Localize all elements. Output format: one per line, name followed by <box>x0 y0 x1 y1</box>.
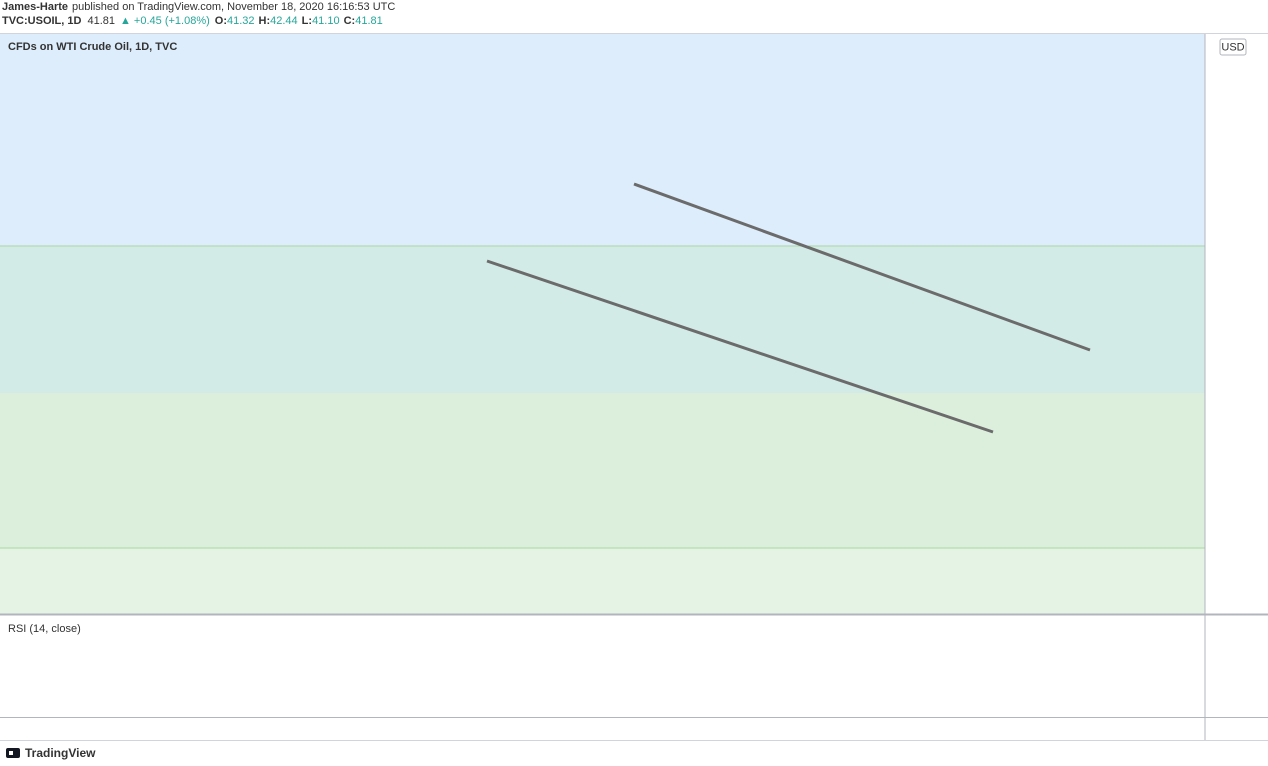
price-axis <box>1205 33 1268 740</box>
trend-line <box>486 259 994 434</box>
symbol: TVC:USOIL, 1D <box>2 15 82 27</box>
currency: USD <box>1221 41 1244 53</box>
author: James-Harte <box>2 1 68 13</box>
zone-green <box>0 393 1205 548</box>
logo <box>6 748 20 758</box>
zone-blue <box>0 33 1205 246</box>
header-line-2: TVC:USOIL, 1D 41.81 ▲ +0.45 (+1.08%) O:41.3… <box>2 15 383 27</box>
ohlc-label: L: <box>302 15 312 27</box>
zone-green-low <box>0 548 1205 614</box>
ohlc-label: H: <box>259 15 271 27</box>
change: ▲ +0.45 (+1.08%) <box>120 15 210 27</box>
ohlc-value: 41.32 <box>227 15 255 27</box>
published: published on TradingView.com, November 1… <box>72 1 395 13</box>
ohlc-value: 41.81 <box>355 15 383 27</box>
ohlc-label: C: <box>344 15 356 27</box>
ohlc-value: 42.44 <box>270 15 298 27</box>
header-line-1: James-Harte published on TradingView.com,… <box>2 1 395 13</box>
trend-line <box>633 182 1091 352</box>
ohlc-value: 41.10 <box>312 15 340 27</box>
currency-box <box>1219 38 1247 56</box>
rsi-title: RSI (14, close) <box>8 623 81 635</box>
zone-overlap <box>0 246 1205 393</box>
pane-title: CFDs on WTI Crude Oil, 1D, TVC <box>8 41 177 53</box>
ohlc-label: O: <box>215 15 227 27</box>
last: 41.81 <box>87 15 115 27</box>
brand: TradingView <box>25 746 96 760</box>
